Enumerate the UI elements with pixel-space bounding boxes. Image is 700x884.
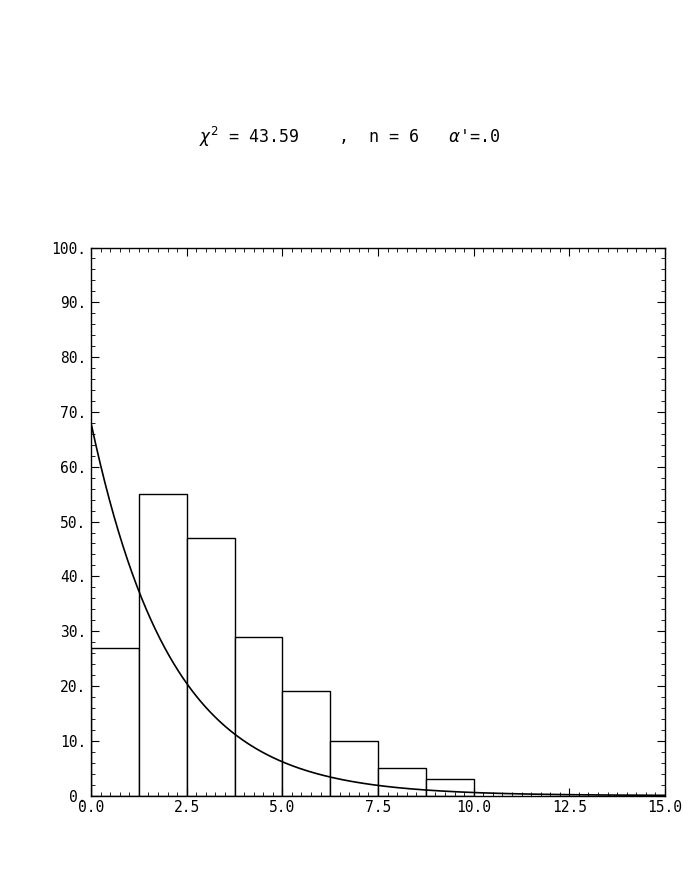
Bar xyxy=(282,691,330,796)
Bar xyxy=(330,741,378,796)
Bar xyxy=(91,648,139,796)
Bar xyxy=(426,779,474,796)
Bar xyxy=(378,768,426,796)
Bar xyxy=(234,636,282,796)
Bar xyxy=(139,494,187,796)
Text: $\chi^2$ = 43.59    ,  n = 6   $\alpha$'=.0: $\chi^2$ = 43.59 , n = 6 $\alpha$'=.0 xyxy=(199,125,500,149)
Bar xyxy=(187,538,234,796)
